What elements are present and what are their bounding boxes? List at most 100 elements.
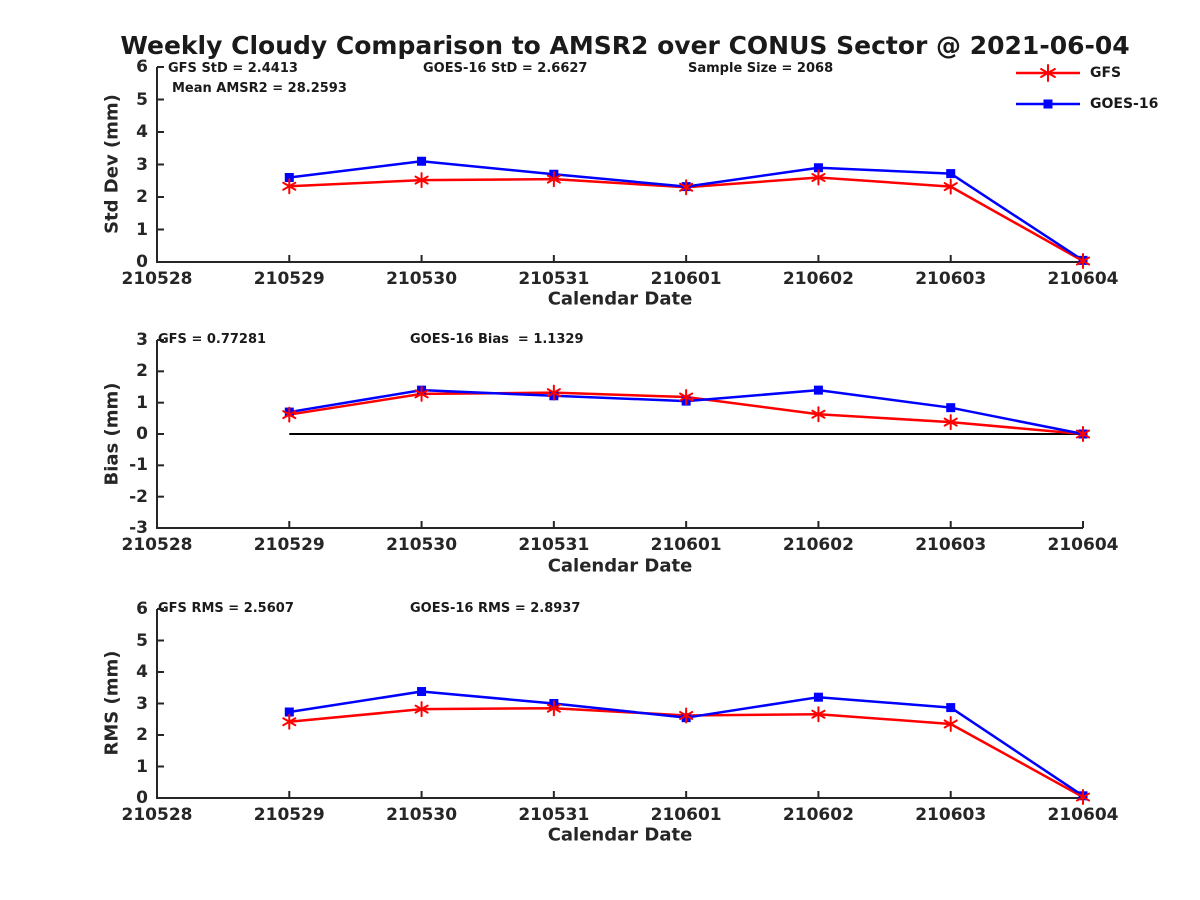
x-tick-label: 210604 xyxy=(1047,269,1119,289)
gfs-marker xyxy=(679,392,694,402)
y-tick-label: 1 xyxy=(136,219,148,240)
annotation-goes-std: GOES-16 StD = 2.6627 xyxy=(423,61,588,76)
goes-16-marker xyxy=(946,703,956,713)
gfs-marker xyxy=(1075,256,1091,266)
gfs-marker xyxy=(546,703,561,713)
x-tick-label: 210601 xyxy=(650,805,722,825)
gfs-marker xyxy=(811,409,826,419)
y-tick-label: -1 xyxy=(129,455,148,476)
x-tick-label: 210602 xyxy=(782,805,854,825)
annotation-gfs-std: GFS StD = 2.4413 xyxy=(168,61,298,76)
x-tick-label: 210530 xyxy=(386,269,458,289)
x-tick-label: 210528 xyxy=(121,269,193,289)
gfs-line-marker-icon xyxy=(1016,64,1080,82)
y-tick-label: 3 xyxy=(136,330,148,350)
gfs-marker xyxy=(1075,792,1091,802)
x-tick-label: 210528 xyxy=(121,535,193,555)
axis-spine xyxy=(156,67,1083,263)
gfs-marker xyxy=(546,174,561,184)
x-tick-label: 210603 xyxy=(915,805,987,825)
y-tick-label: 0 xyxy=(136,424,148,444)
x-tick-label: 210531 xyxy=(518,805,590,825)
gfs-marker xyxy=(546,388,561,398)
y-tick-label: 2 xyxy=(136,361,148,382)
legend-label-gfs: GFS xyxy=(1090,65,1122,81)
goes-16-marker xyxy=(946,169,956,179)
x-tick-label: 210529 xyxy=(253,805,325,825)
x-axis-label-stddev: Calendar Date xyxy=(547,288,693,310)
goes-16-marker xyxy=(813,163,823,173)
legend: GFS GOES-16 xyxy=(1014,63,1158,125)
x-tick-label: 210601 xyxy=(650,269,722,289)
goes-16-marker xyxy=(417,156,427,166)
chart-title: Weekly Cloudy Comparison to AMSR2 over C… xyxy=(120,31,1130,60)
y-tick-label: -2 xyxy=(129,486,148,507)
gfs-marker xyxy=(679,182,694,192)
y-tick-label: 6 xyxy=(136,57,148,77)
gfs-marker xyxy=(943,719,958,729)
x-tick-label: 210530 xyxy=(386,805,458,825)
y-tick-label: 1 xyxy=(136,392,148,413)
goes-16-marker xyxy=(284,173,294,182)
gfs-marker xyxy=(282,410,297,420)
y-tick-label: 4 xyxy=(136,122,148,142)
y-tick-label: 0 xyxy=(136,252,148,272)
x-axis-label-bias: Calendar Date xyxy=(547,555,693,577)
y-tick-label: 4 xyxy=(136,662,148,682)
goes-16-marker xyxy=(813,385,823,395)
legend-asterisk-marker-icon xyxy=(1040,68,1056,78)
goes-16-marker xyxy=(417,687,427,697)
x-tick-label: 210603 xyxy=(915,269,987,289)
y-axis-label-bias: Bias (mm) xyxy=(101,382,123,486)
x-tick-label: 210604 xyxy=(1047,805,1119,825)
annotation-gfs-bias: GFS = 0.77281 xyxy=(158,332,267,347)
y-tick-label: 2 xyxy=(136,187,148,207)
x-tick-label: 210531 xyxy=(518,535,590,555)
annotation-goes-rms: GOES-16 RMS = 2.8937 xyxy=(410,601,581,616)
annotation-sample-size: Sample Size = 2068 xyxy=(688,61,834,76)
y-tick-label: 0 xyxy=(136,788,148,808)
legend-item-goes16: GOES-16 xyxy=(1014,94,1158,114)
y-tick-label: 5 xyxy=(136,630,148,651)
gfs-marker xyxy=(414,175,429,185)
y-axis-label-rms: RMS (mm) xyxy=(101,650,123,756)
y-tick-label: 1 xyxy=(136,756,148,777)
x-tick-label: 210529 xyxy=(253,535,325,555)
gfs-marker xyxy=(811,709,826,719)
y-tick-label: 6 xyxy=(136,599,148,619)
x-tick-label: 210529 xyxy=(253,269,325,289)
gfs-marker xyxy=(811,173,826,182)
y-axis-label-stddev: Std Dev (mm) xyxy=(101,94,123,234)
gfs-marker xyxy=(943,182,958,192)
x-tick-label: 210603 xyxy=(915,535,987,555)
gfs-marker xyxy=(943,417,958,427)
goes-16-marker xyxy=(946,403,956,413)
annotation-gfs-rms: GFS RMS = 2.5607 xyxy=(158,601,294,616)
gfs-marker xyxy=(282,181,297,191)
x-tick-label: 210528 xyxy=(121,805,193,825)
axis-spine xyxy=(156,609,1083,799)
x-tick-label: 210530 xyxy=(386,535,458,555)
legend-item-gfs: GFS xyxy=(1014,63,1158,83)
x-tick-label: 210604 xyxy=(1047,535,1119,555)
y-tick-label: -3 xyxy=(129,518,148,538)
gfs-marker xyxy=(414,704,429,714)
gfs-marker xyxy=(679,710,694,720)
x-tick-label: 210531 xyxy=(518,269,590,289)
annotation-goes-bias: GOES-16 Bias = 1.1329 xyxy=(410,332,584,347)
y-tick-label: 3 xyxy=(136,154,148,175)
x-axis-label-rms: Calendar Date xyxy=(547,824,693,846)
x-tick-label: 210601 xyxy=(650,535,722,555)
goes16-line-marker-icon xyxy=(1016,99,1080,109)
gfs-marker xyxy=(282,717,297,727)
goes-16-line xyxy=(289,160,1084,262)
legend-label-goes16: GOES-16 xyxy=(1090,96,1159,112)
x-tick-label: 210602 xyxy=(782,269,854,289)
goes-16-marker xyxy=(813,692,823,702)
legend-square-marker-icon xyxy=(1043,99,1053,109)
y-tick-label: 3 xyxy=(136,693,148,714)
annotation-mean-amsr2: Mean AMSR2 = 28.2593 xyxy=(172,81,347,96)
gfs-marker xyxy=(414,389,429,399)
